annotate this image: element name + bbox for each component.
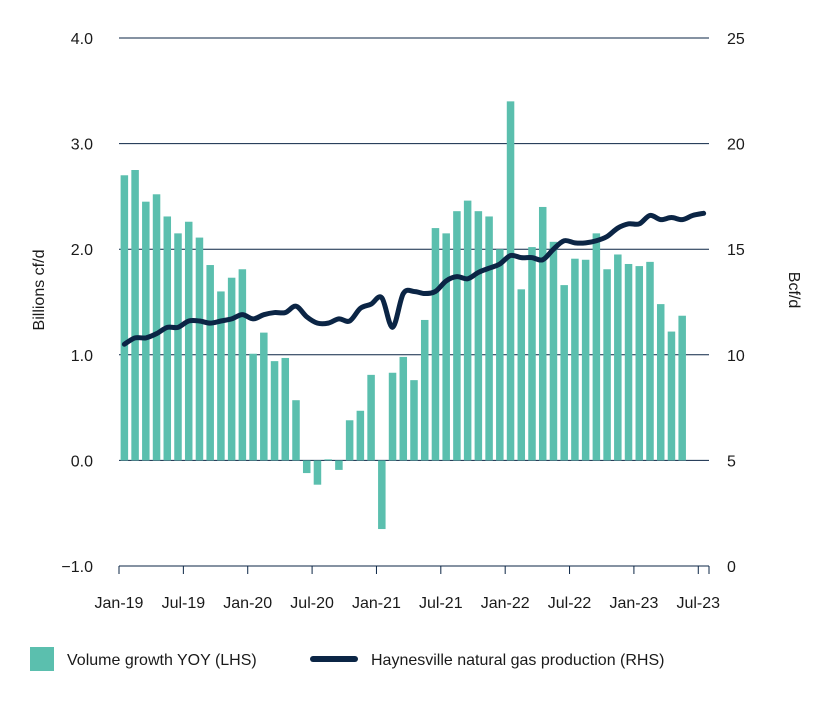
bar-Nov-21 (485, 216, 493, 461)
bar-Nov-19 (227, 277, 236, 461)
bar-Aug-21 (453, 211, 461, 461)
bar-series (120, 101, 686, 530)
x-tick-label: Jan-20 (223, 595, 272, 612)
bar-Mar-19 (142, 201, 150, 461)
bar-Jun-22 (560, 285, 568, 461)
x-tick-label: Jul-19 (162, 595, 206, 612)
y-tick-label-left: 2.0 (71, 242, 93, 259)
bar-Jun-19 (174, 233, 182, 461)
y-tick-label-left: 1.0 (71, 348, 93, 365)
bar-Mar-23 (656, 304, 665, 461)
y-tick-label-right: 15 (727, 242, 745, 259)
bar-Sep-20 (335, 460, 343, 470)
y-tick-label-right: 10 (727, 348, 745, 365)
bar-Sep-19 (206, 265, 214, 461)
x-tick-label: Jan-21 (352, 595, 401, 612)
x-tick-label: Jul-21 (419, 595, 463, 612)
legend-label-haynesville-production: Haynesville natural gas production (RHS) (371, 652, 664, 669)
bar-Jul-20 (313, 460, 322, 485)
bar-Dec-22 (624, 263, 633, 461)
bar-May-21 (420, 319, 429, 461)
y-tick-label-left: 3.0 (71, 137, 93, 154)
y-tick-label-left: 0.0 (71, 453, 93, 470)
y-axis-title-right: Bcf/d (785, 272, 802, 308)
bar-May-23 (678, 315, 686, 461)
bar-Feb-20 (260, 332, 268, 461)
bar-Jul-22 (571, 258, 579, 461)
line-series (121, 210, 707, 347)
y-axis-title-left: Billions cf/d (31, 250, 48, 331)
bar-Jul-19 (184, 221, 193, 461)
y-tick-label-right: 5 (727, 453, 736, 470)
bar-Jan-21 (378, 460, 386, 530)
bar-Apr-23 (667, 331, 676, 461)
x-tick-label: Jan-22 (481, 595, 530, 612)
y-tick-label-right: 25 (727, 31, 745, 48)
bar-Mar-22 (528, 247, 536, 461)
bar-Feb-21 (388, 372, 397, 461)
x-tick-label: Jan-19 (95, 595, 144, 612)
bar-Aug-20 (324, 459, 332, 461)
x-tick-label: Jul-22 (548, 595, 592, 612)
bar-Oct-19 (217, 291, 225, 461)
bar-Feb-19 (131, 170, 139, 461)
bar-May-20 (292, 400, 300, 461)
bar-Jun-20 (302, 460, 311, 474)
bar-Apr-19 (152, 194, 161, 461)
legend: Volume growth YOY (LHS) Haynesville natu… (30, 647, 664, 671)
line-haynesville-production (121, 210, 707, 347)
bar-Aug-19 (195, 237, 204, 461)
x-tick-label: Jul-20 (290, 595, 334, 612)
legend-label-volume-growth: Volume growth YOY (LHS) (67, 652, 257, 669)
x-tick-label: Jan-23 (609, 595, 658, 612)
x-tick-label: Jul-23 (676, 595, 720, 612)
y-tick-label-left: −1.0 (61, 559, 93, 576)
bar-Dec-21 (496, 249, 504, 461)
bar-Sep-22 (592, 233, 601, 461)
bar-Feb-23 (646, 261, 654, 461)
bar-Aug-22 (581, 259, 590, 461)
bar-Apr-22 (538, 206, 547, 461)
bar-Feb-22 (517, 289, 526, 461)
axes: 4.0 3.0 2.0 1.0 0.0 −1.0 25 20 15 10 5 0 Jan-19 Jul-1… (61, 31, 744, 612)
bar-Apr-21 (410, 380, 418, 461)
bar-Jul-21 (442, 233, 450, 461)
bar-Jan-22 (506, 101, 515, 461)
bar-Dec-20 (367, 374, 375, 461)
bar-Sep-21 (463, 200, 472, 461)
legend-swatch-volume-growth (30, 647, 54, 671)
bar-May-19 (163, 216, 172, 461)
bar-Mar-21 (399, 356, 408, 461)
bar-Nov-22 (614, 254, 622, 461)
bar-Jan-23 (635, 266, 644, 461)
bar-Oct-20 (345, 420, 354, 461)
bar-Mar-20 (270, 361, 279, 461)
bar-May-22 (549, 241, 558, 461)
bar-Dec-19 (238, 269, 247, 461)
bar-Oct-21 (474, 211, 483, 461)
bar-Nov-20 (356, 410, 365, 461)
y-tick-label-right: 0 (727, 559, 736, 576)
bar-Jan-20 (249, 353, 257, 461)
bar-Jun-21 (431, 228, 440, 461)
bar-Oct-22 (603, 269, 611, 461)
bar-Jan-19 (120, 175, 129, 461)
y-tick-label-right: 20 (727, 137, 745, 154)
bar-Apr-20 (281, 357, 290, 461)
y-tick-label-left: 4.0 (71, 31, 93, 48)
